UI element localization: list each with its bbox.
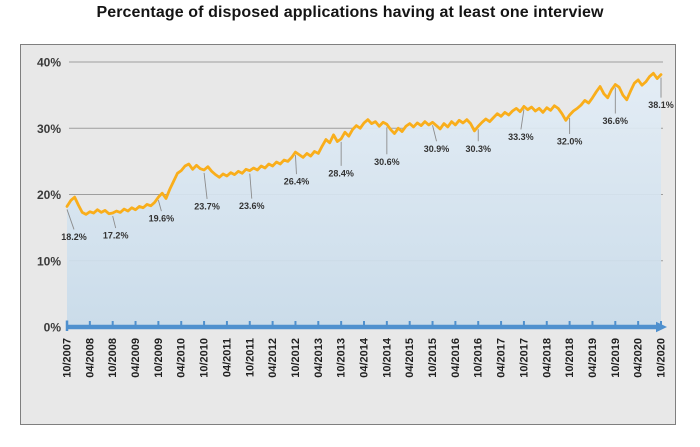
annotation-leader-line: [157, 200, 162, 212]
x-axis-tick-label: 04/2020: [633, 338, 645, 378]
annotation-leader-line: [249, 173, 253, 199]
x-axis-tick-label: 10/2013: [336, 338, 348, 378]
data-point-label: 18.2%: [61, 232, 87, 242]
x-axis-tick-label: 10/2017: [518, 338, 530, 378]
data-point-label: 23.7%: [194, 201, 220, 211]
data-point-label: 36.6%: [603, 116, 629, 126]
x-axis-tick-label: 04/2010: [176, 338, 188, 378]
x-axis-tick-label: 04/2016: [450, 338, 462, 378]
x-axis-tick-label: 10/2008: [107, 338, 119, 378]
y-axis-tick-label: 40%: [37, 56, 61, 70]
chart-canvas: 0% 10% 20% 30% 40% 10/2007 04/2008 10/2008 04/20…: [37, 56, 674, 378]
x-axis-tick-label: 10/2011: [244, 338, 256, 377]
annotation-leader-line: [520, 109, 525, 130]
x-axis-tick-label: 04/2011: [221, 338, 233, 377]
x-axis-tick-label: 04/2012: [267, 338, 279, 378]
data-point-label: 30.9%: [424, 144, 450, 154]
data-point-label: 30.6%: [374, 157, 400, 167]
y-axis-tick-label: 10%: [37, 254, 61, 268]
data-point-label: 19.6%: [149, 214, 175, 224]
x-axis-tick-label: 10/2012: [290, 338, 302, 378]
x-axis-tick-label: 04/2017: [496, 338, 508, 378]
data-point-label: 23.6%: [239, 201, 265, 211]
annotation-leader-line: [112, 215, 117, 229]
chart-title: Percentage of disposed applications havi…: [96, 4, 604, 21]
data-point-label: 17.2%: [103, 231, 129, 241]
x-axis-tick-label: 10/2009: [153, 338, 165, 378]
chart-area: 0% 10% 20% 30% 40% 10/2007 04/2008 10/2008 04/20…: [20, 44, 676, 425]
x-axis-tick-label: 10/2007: [62, 338, 74, 378]
x-axis-tick-label: 10/2015: [427, 338, 439, 378]
annotation-leader-line: [432, 125, 437, 142]
series-area-fill: [67, 73, 661, 327]
data-point-label: 26.4%: [284, 177, 310, 187]
series-line: [65, 71, 663, 216]
x-axis-tick-label: 04/2009: [130, 338, 142, 378]
x-axis-tick-label: 04/2019: [587, 338, 599, 378]
x-axis-tick-label: 10/2019: [610, 338, 622, 378]
data-point-label: 32.0%: [557, 137, 583, 147]
x-axis-tick-label: 10/2016: [473, 338, 485, 378]
x-axis-tick-label: 10/2010: [199, 338, 211, 378]
x-axis-arrow-icon: [656, 321, 667, 333]
annotation-leader-line: [295, 155, 297, 175]
data-point-label: 30.3%: [465, 144, 491, 154]
annotation-leader-line: [203, 172, 208, 200]
x-axis-tick-label: 10/2014: [381, 337, 393, 378]
data-point-label: 33.3%: [508, 132, 534, 142]
y-axis-tick-label: 0%: [44, 321, 62, 335]
data-point-label: 38.1%: [648, 100, 674, 110]
x-axis-tick-label: 10/2018: [564, 338, 576, 378]
x-axis-tick-label: 10/2020: [656, 338, 668, 378]
y-axis-tick-label: 20%: [37, 188, 61, 202]
x-axis-tick-label: 04/2013: [313, 338, 325, 378]
x-axis-tick-label: 04/2008: [84, 338, 96, 378]
y-axis-tick-label: 30%: [37, 122, 61, 136]
x-axis-tick-label: 04/2018: [541, 338, 553, 378]
data-point-label: 28.4%: [328, 168, 354, 178]
x-axis-tick-label: 04/2015: [404, 338, 416, 378]
x-axis-tick-label: 04/2014: [359, 337, 371, 378]
annotation-leader-line: [66, 209, 75, 230]
